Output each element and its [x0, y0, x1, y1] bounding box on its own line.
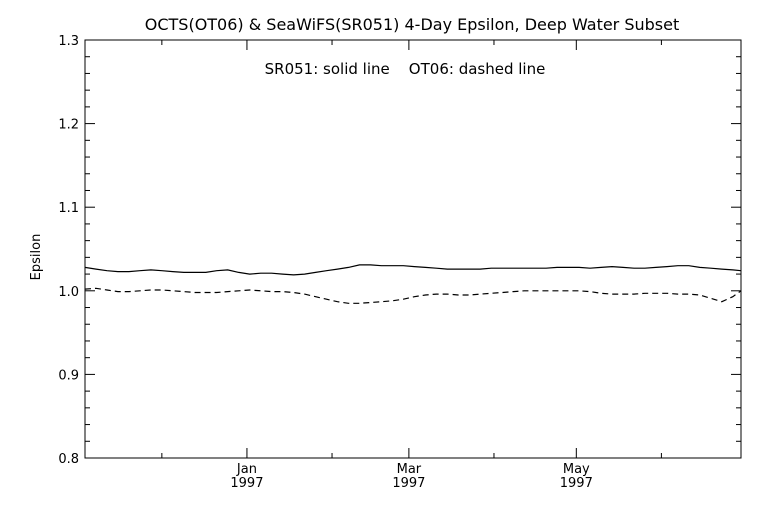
y-tick-label: 1.1 — [58, 201, 79, 216]
x-tick-month-label: Mar — [397, 462, 422, 477]
y-axis-label: Epsilon — [29, 234, 44, 281]
y-tick-label: 0.8 — [58, 452, 79, 467]
x-tick-month-label: Jan — [236, 462, 257, 477]
x-tick-month-label: May — [563, 462, 590, 477]
y-axis-ticks: 0.8 0.9 1.0 1.1 1.2 1.3 — [58, 34, 741, 467]
x-tick-year-label: 1997 — [392, 476, 425, 491]
legend-annotation: SR051: solid line OT06: dashed line — [265, 60, 546, 78]
y-tick-label: 1.3 — [58, 34, 79, 49]
y-tick-label: 1.2 — [58, 118, 79, 133]
series-lines — [84, 264, 742, 304]
series-line-ot06 — [84, 287, 742, 304]
y-tick-label: 0.9 — [58, 368, 79, 383]
x-tick-year-label: 1997 — [230, 476, 263, 491]
plot-frame — [84, 39, 742, 459]
x-tick-year-label: 1997 — [560, 476, 593, 491]
y-tick-label: 1.0 — [58, 285, 79, 300]
chart-title: OCTS(OT06) & SeaWiFS(SR051) 4-Day Epsilo… — [145, 15, 680, 34]
series-line-sr051 — [84, 264, 742, 276]
